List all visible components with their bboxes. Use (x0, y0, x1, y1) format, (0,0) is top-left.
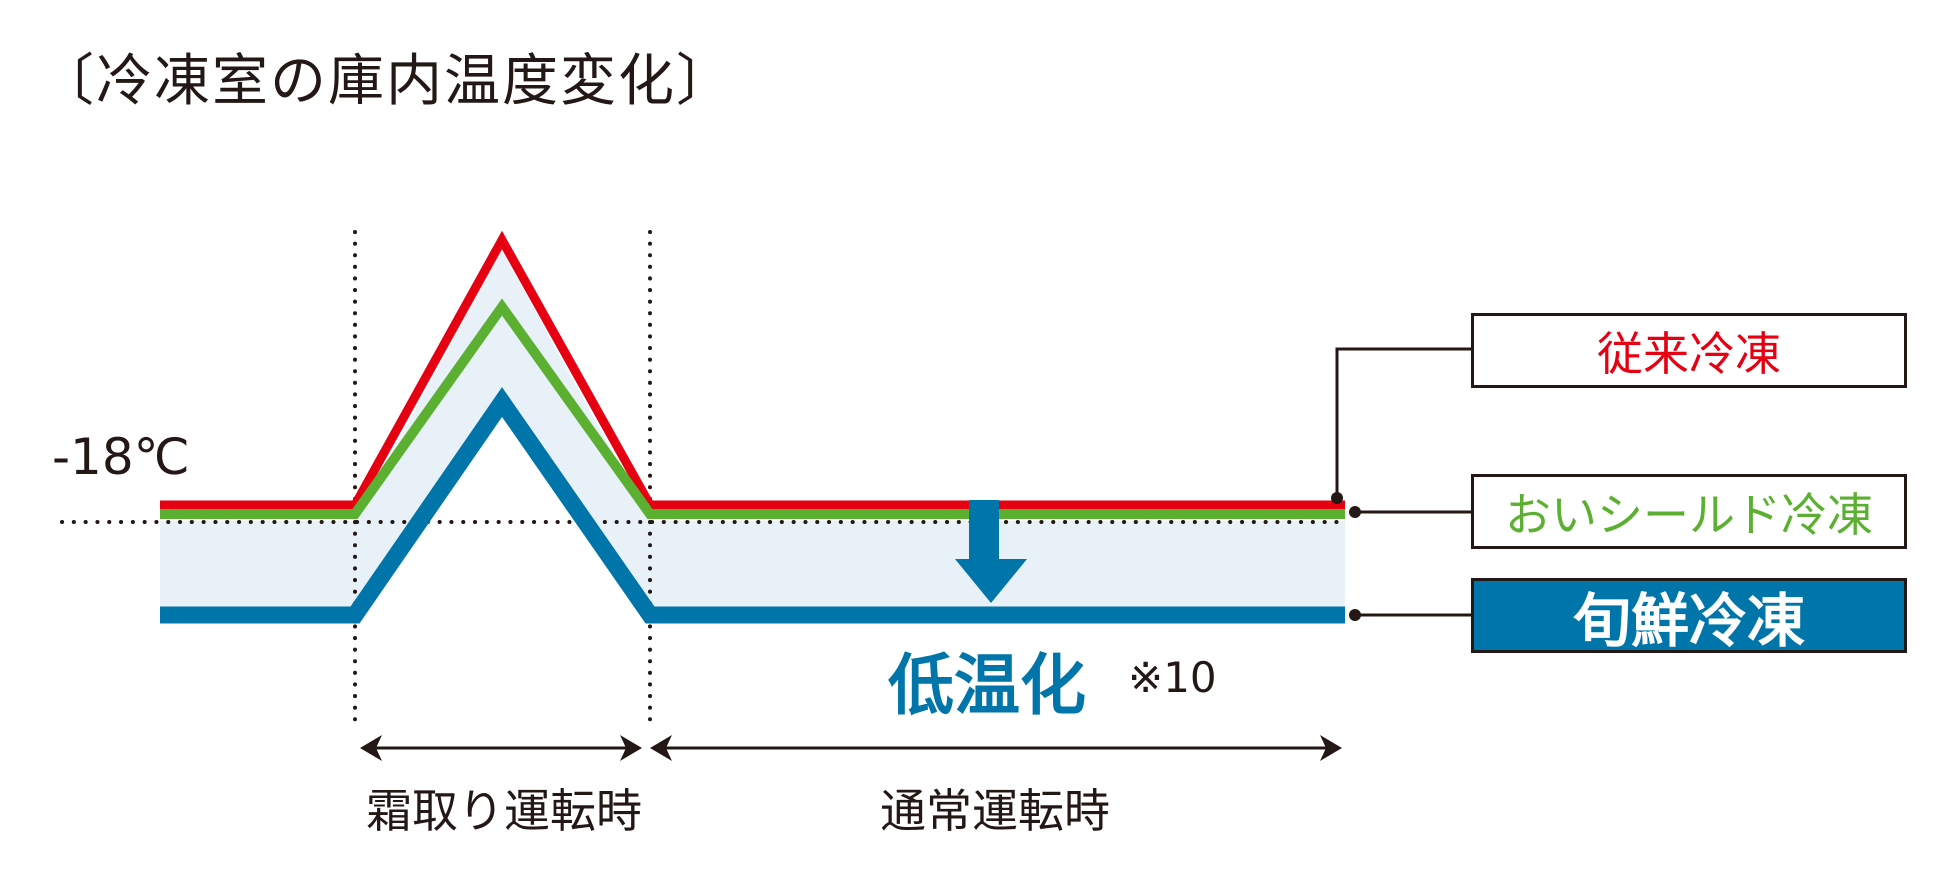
conventional-line (160, 230, 1345, 510)
legend-conventional: 従来冷凍 (1471, 313, 1907, 388)
footnote-marker: ※10 (1128, 653, 1217, 702)
reference-temp-label: -18℃ (52, 428, 190, 486)
legend-connectors (1335, 347, 1471, 617)
defrost-period-arrow (360, 735, 642, 761)
shunsen-line (160, 387, 1345, 624)
legend-oishield-label: おいシールド冷凍 (1505, 487, 1873, 542)
legend-oishield: おいシールド冷凍 (1471, 474, 1907, 549)
down-arrow-icon (955, 500, 1027, 603)
legend-shunsen-label: 旬鮮冷凍 (1572, 586, 1805, 655)
defrost-period-label: 霜取り運転時 (366, 784, 642, 838)
legend-conventional-label: 従来冷凍 (1597, 326, 1781, 381)
diagram-title: 〔冷凍室の庫内温度変化〕 (38, 49, 734, 114)
lowtemp-annotation: 低温化 (888, 647, 1086, 724)
normal-period-arrow (650, 735, 1342, 761)
normal-period-label: 通常運転時 (880, 784, 1110, 838)
legend-shunsen: 旬鮮冷凍 (1471, 578, 1907, 655)
oishield-line (160, 298, 1345, 519)
lowtemp-band (160, 250, 1345, 607)
